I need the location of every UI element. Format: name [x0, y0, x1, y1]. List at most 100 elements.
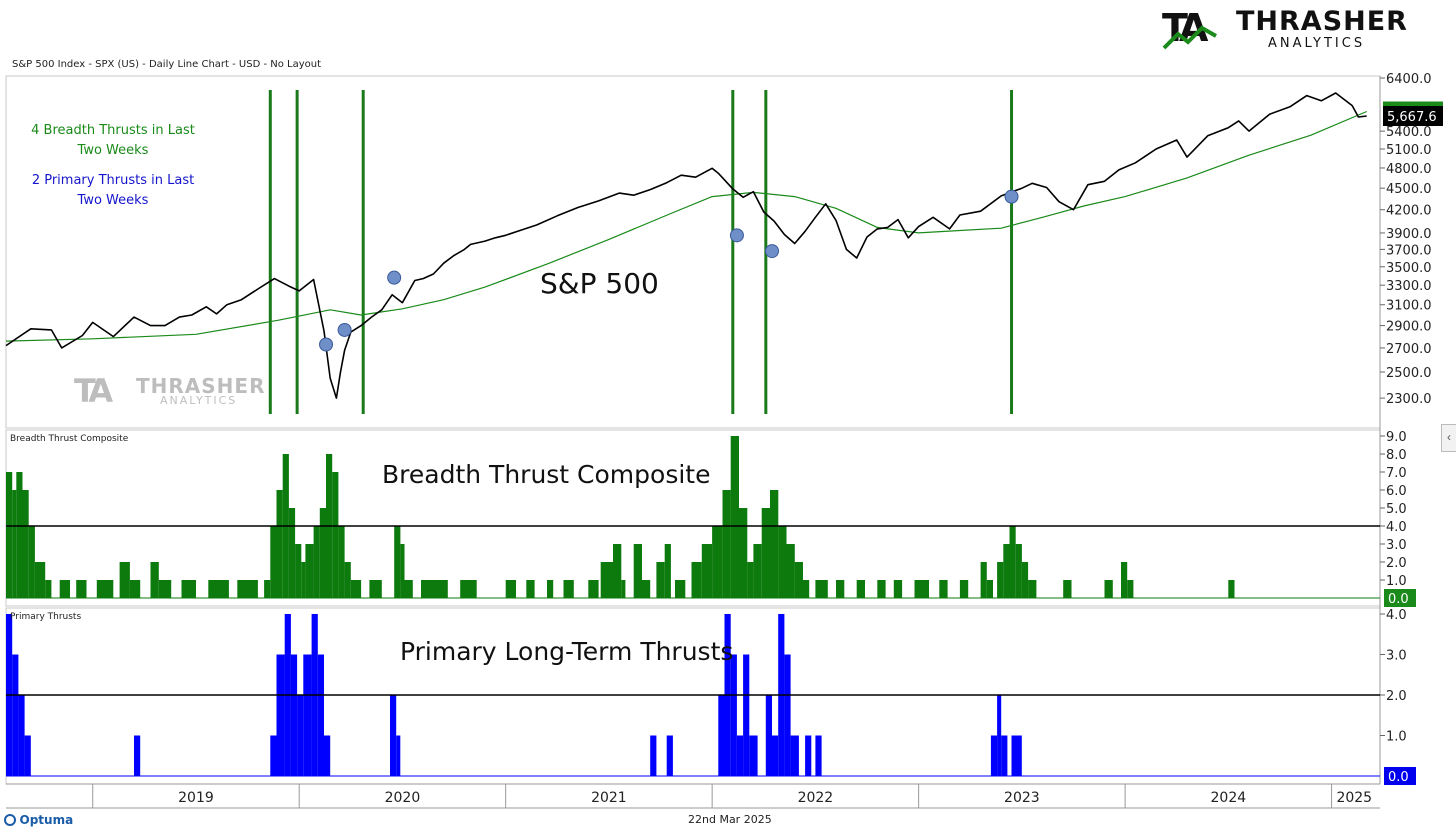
price-tick-label: 4500.0 [1386, 182, 1432, 197]
breadth-bar [761, 508, 770, 598]
price-line [5, 92, 1367, 399]
collapse-panel-tab[interactable]: ‹ [1441, 424, 1456, 452]
breadth-bar [338, 526, 345, 598]
breadth-bar [505, 580, 516, 598]
year-tick-label: 2023 [1004, 790, 1040, 806]
primary-panel-small-label: Primary Thrusts [10, 612, 82, 622]
breadth-bar [1009, 526, 1016, 598]
breadth-bar [59, 580, 70, 598]
price-tick-label: 3300.0 [1386, 279, 1432, 294]
primary-bar [12, 654, 19, 776]
breadth-bar [621, 580, 626, 598]
year-tick-label: 2020 [385, 790, 421, 806]
primary-bar [718, 695, 725, 776]
breadth-bar [150, 562, 159, 598]
price-tick-label: 5400.0 [1386, 125, 1432, 140]
breadth-bar [986, 580, 993, 598]
price-tick-label: 2300.0 [1386, 392, 1432, 407]
breadth-bar [893, 580, 903, 598]
breadth-bar [404, 580, 413, 598]
primary-bar [815, 735, 822, 776]
breadth-tick-label: 4.0 [1386, 520, 1407, 535]
chevron-left-icon: ‹ [1447, 430, 1451, 444]
breadth-bar [394, 526, 401, 598]
primary-bar [666, 735, 673, 776]
breadth-bar [1003, 544, 1010, 598]
price-badge-text: 5,667.6 [1387, 110, 1437, 125]
primary-tick-label: 4.0 [1386, 608, 1407, 623]
breadth-bar [1104, 580, 1113, 598]
breadth-bar [129, 580, 141, 598]
breadth-bar [786, 544, 795, 598]
primary-bar [765, 695, 772, 776]
breadth-note-line1: 4 Breadth Thrusts in Last [31, 123, 195, 138]
price-tick-label: 3100.0 [1386, 299, 1432, 314]
primary-bar [1001, 735, 1008, 776]
primary-bar [749, 735, 758, 776]
breadth-bar [664, 544, 671, 598]
breadth-bar [730, 436, 739, 598]
price-tick-label: 2700.0 [1386, 342, 1432, 357]
year-tick-label: 2025 [1336, 790, 1372, 806]
breadth-bar [600, 562, 614, 598]
breadth-bar [305, 544, 314, 598]
price-tick-label: 5100.0 [1386, 143, 1432, 158]
breadth-tick-label: 6.0 [1386, 484, 1407, 499]
breadth-bar [803, 580, 810, 598]
price-tick-label: 2900.0 [1386, 320, 1432, 335]
breadth-bar [237, 580, 258, 598]
breadth-bar [28, 526, 35, 598]
breadth-bar [815, 580, 828, 598]
breadth-bar [701, 544, 713, 598]
breadth-bar [301, 562, 306, 598]
price-tick-label: 4200.0 [1386, 204, 1432, 219]
thrust-point [729, 228, 744, 243]
breadth-tick-label: 8.0 [1386, 448, 1407, 463]
thrasher-watermark: TA THRASHER ANALYTICS [74, 372, 274, 412]
breadth-note-line2: Two Weeks [77, 143, 149, 158]
price-tick-label: 3500.0 [1386, 261, 1432, 276]
thrust-point [337, 322, 352, 337]
breadth-bar [400, 544, 405, 598]
breadth-bar [1228, 580, 1235, 598]
primary-bar [805, 735, 812, 776]
year-tick-label: 2024 [1211, 790, 1247, 806]
primary-bar [736, 735, 744, 776]
breadth-badge-bg [1384, 589, 1416, 607]
breadth-bar [34, 562, 46, 598]
breadth-bar [76, 580, 87, 598]
breadth-bar [836, 580, 845, 598]
breadth-bar [588, 580, 599, 598]
breadth-bar [739, 508, 748, 598]
primary-bar [290, 654, 298, 776]
breadth-bar [350, 580, 362, 598]
breadth-bar [1028, 580, 1037, 598]
logo-trend-icon [1162, 25, 1217, 50]
primary-bar [743, 654, 750, 776]
breadth-bar [181, 580, 196, 598]
breadth-bar [547, 580, 554, 598]
thrust-point [1004, 189, 1019, 204]
breadth-bar [96, 580, 114, 598]
breadth-bar [526, 580, 535, 598]
breadth-bar [313, 526, 320, 598]
year-tick-label: 2022 [798, 790, 834, 806]
breadth-bar [778, 526, 787, 598]
primary-badge-text: 0.0 [1388, 770, 1409, 785]
breadth-bar [16, 472, 23, 598]
primary-tick-label: 3.0 [1386, 649, 1407, 664]
year-tick-label: 2021 [591, 790, 627, 806]
primary-bar [790, 735, 799, 776]
breadth-bar [460, 580, 477, 598]
breadth-panel-small-label: Breadth Thrust Composite [10, 434, 129, 444]
breadth-tick-label: 5.0 [1386, 502, 1407, 517]
breadth-bar [747, 562, 754, 598]
primary-bar [990, 735, 998, 776]
primary-bar [276, 654, 285, 776]
primary-note-line2: Two Weeks [77, 193, 149, 208]
breadth-bar [563, 580, 574, 598]
breadth-bar [288, 508, 296, 598]
breadth-bar [980, 562, 987, 598]
breadth-bar [12, 490, 17, 598]
breadth-tick-label: 3.0 [1386, 538, 1407, 553]
